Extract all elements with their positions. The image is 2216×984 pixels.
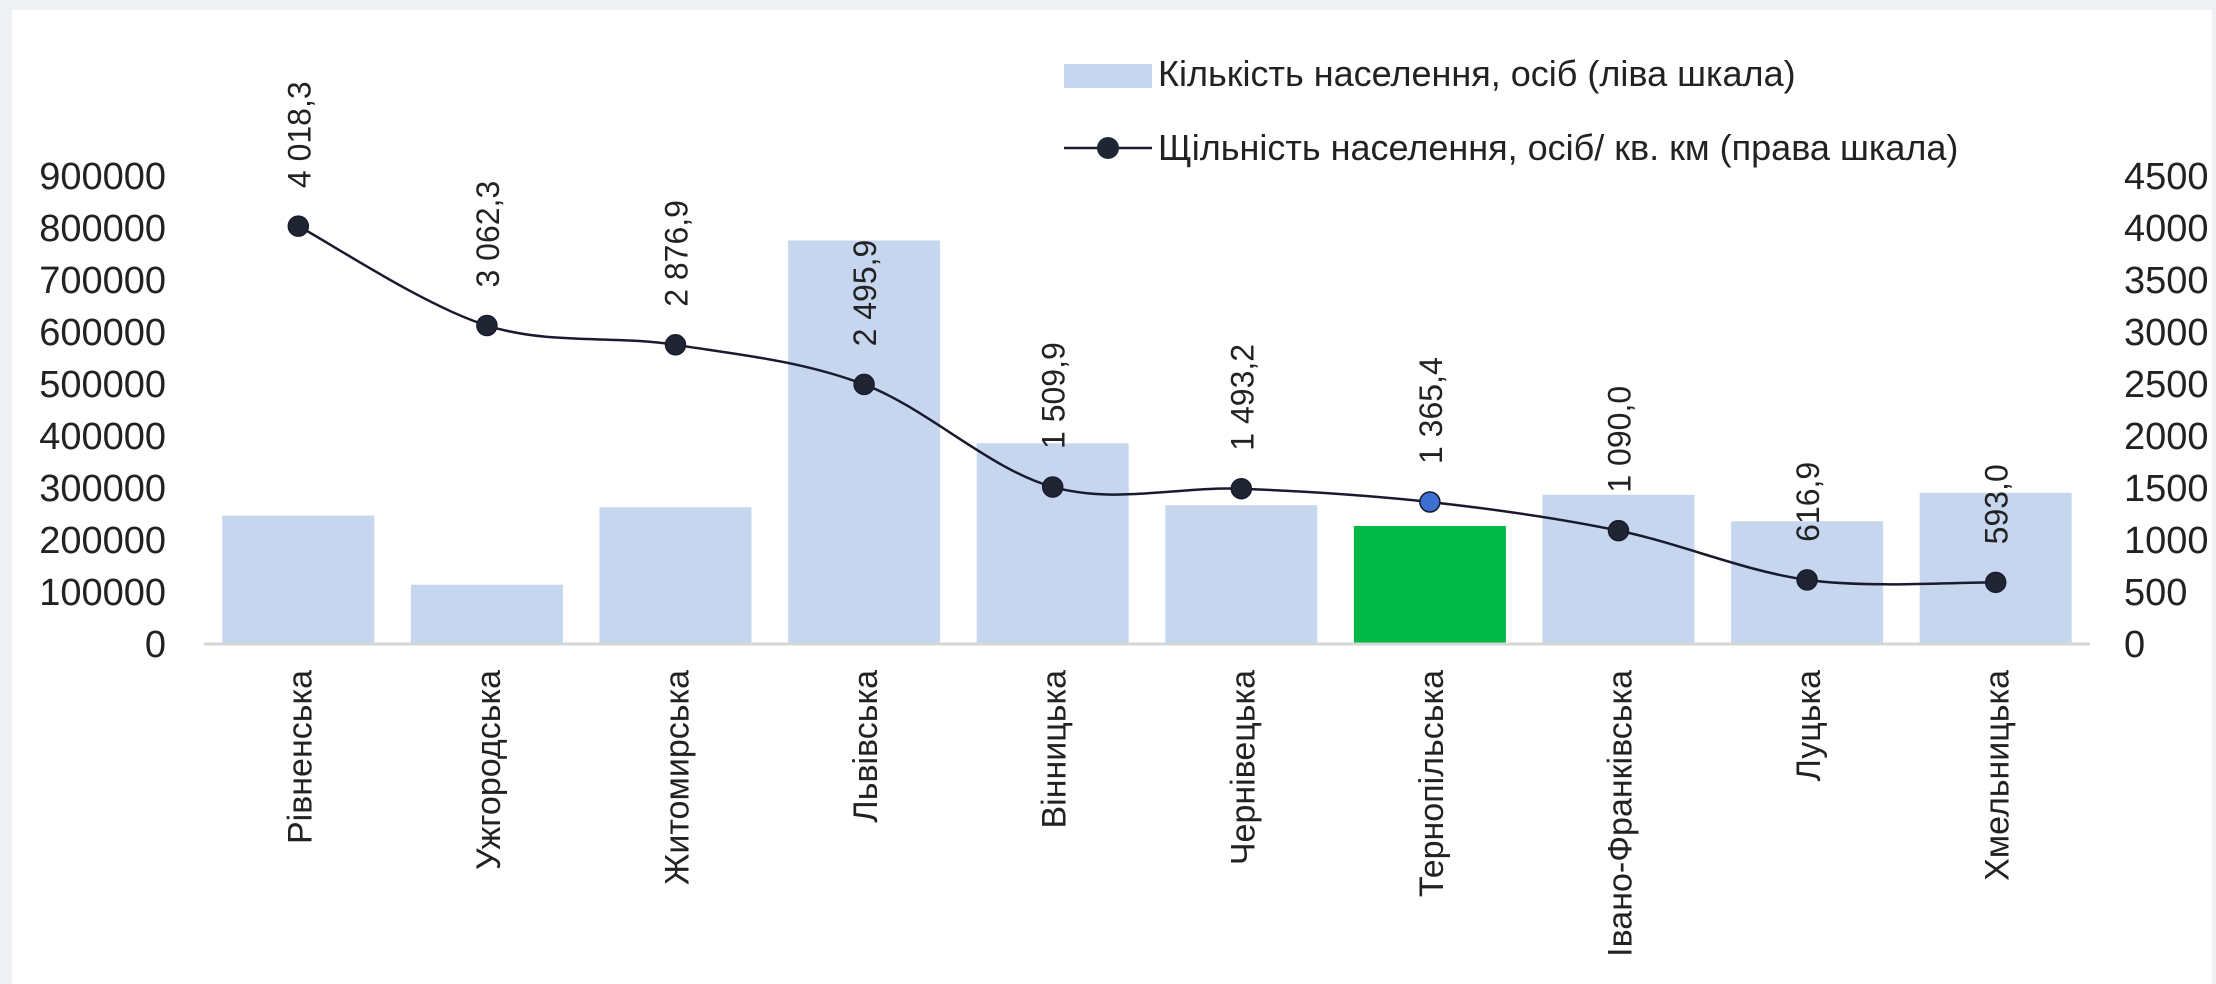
density-marker-10 xyxy=(1984,571,2007,594)
density-marker-3 xyxy=(664,334,687,356)
right-tick-label: 1500 xyxy=(2124,468,2209,510)
density-marker-5 xyxy=(1041,476,1064,498)
bar-7 xyxy=(1353,525,1506,644)
bar-10 xyxy=(1919,492,2072,644)
density-marker-9 xyxy=(1796,569,1818,591)
density-marker-2 xyxy=(476,314,498,337)
left-tick-label: 500000 xyxy=(39,364,166,406)
density-data-label: 1 365,4 xyxy=(1413,357,1449,464)
legend-swatch-population xyxy=(1064,64,1152,88)
right-axis: 0 500 1000 1500 2000 2500 3000 3500 4000 4500 xyxy=(2124,156,2209,666)
density-markers xyxy=(287,215,2007,594)
density-marker-4 xyxy=(853,373,875,396)
density-data-labels: 4 018,3 3 062,3 2 876,9 2 495,9 1 509,9 1 493… xyxy=(281,81,2014,544)
chart-panel: 0 100000 200000 300000 400000 500000 600000 700… xyxy=(12,10,2212,984)
bar-1 xyxy=(222,515,375,644)
right-tick-label: 0 xyxy=(2124,624,2145,666)
legend-label-population: Кількість населення, осіб (ліва шкала) xyxy=(1158,53,1796,94)
density-data-label: 1 509,9 xyxy=(1036,342,1072,449)
category-label: Хмельницька xyxy=(1979,670,2017,881)
right-tick-label: 3000 xyxy=(2124,312,2209,354)
left-axis: 0 100000 200000 300000 400000 500000 600000 700… xyxy=(39,156,166,666)
left-tick-label: 100000 xyxy=(39,572,166,614)
density-data-label: 1 493,2 xyxy=(1224,344,1260,451)
bar-2 xyxy=(410,584,563,644)
bar-8 xyxy=(1542,494,1695,644)
density-data-label: 593,0 xyxy=(1979,464,2015,544)
left-tick-label: 900000 xyxy=(39,156,166,198)
bar-4 xyxy=(788,240,941,645)
category-label: Рівненська xyxy=(281,670,319,844)
left-tick-label: 0 xyxy=(145,624,166,666)
density-data-label: 616,9 xyxy=(1790,462,1826,542)
right-tick-label: 3500 xyxy=(2124,260,2209,302)
category-label: Вінницька xyxy=(1036,670,1074,829)
bar-3 xyxy=(599,507,752,644)
category-label: Луцька xyxy=(1790,670,1828,782)
legend-label-density: Щільність населення, осіб/ кв. км (права… xyxy=(1158,127,1958,168)
density-marker-7 xyxy=(1419,491,1441,513)
left-tick-label: 300000 xyxy=(39,468,166,510)
right-tick-label: 500 xyxy=(2124,572,2187,614)
right-tick-label: 2000 xyxy=(2124,416,2209,458)
density-marker-1 xyxy=(287,215,310,237)
category-label: Ужгородська xyxy=(470,670,508,870)
category-label: Чернівецька xyxy=(1224,670,1262,865)
legend-swatch-density-marker xyxy=(1097,137,1119,159)
right-tick-label: 4500 xyxy=(2124,156,2209,198)
legend: Кількість населення, осіб (ліва шкала) Щ… xyxy=(1064,53,1958,168)
left-tick-label: 400000 xyxy=(39,416,166,458)
category-label: Житомирська xyxy=(659,670,697,885)
right-tick-label: 4000 xyxy=(2124,208,2209,250)
density-data-label: 2 876,9 xyxy=(659,200,695,307)
density-data-label: 2 495,9 xyxy=(847,240,883,347)
left-tick-label: 200000 xyxy=(39,520,166,562)
category-label: Тернопільська xyxy=(1413,670,1451,897)
density-marker-8 xyxy=(1607,519,1630,542)
category-label: Івано-Франківська xyxy=(1602,670,1640,957)
right-tick-label: 2500 xyxy=(2124,364,2209,406)
bar-5 xyxy=(976,443,1129,644)
density-marker-6 xyxy=(1230,477,1253,500)
population-chart: 0 100000 200000 300000 400000 500000 600000 700… xyxy=(39,53,2209,957)
density-data-label: 1 090,0 xyxy=(1602,386,1638,493)
left-tick-label: 800000 xyxy=(39,208,166,250)
density-data-label: 3 062,3 xyxy=(470,181,506,288)
x-axis-labels: Рівненська Ужгородська Житомирська Львівськ… xyxy=(281,670,2016,957)
category-label: Львівська xyxy=(847,670,885,823)
left-tick-label: 600000 xyxy=(39,312,166,354)
density-data-label: 4 018,3 xyxy=(281,81,317,188)
right-tick-label: 1000 xyxy=(2124,520,2209,562)
bar-6 xyxy=(1165,505,1318,644)
left-tick-label: 700000 xyxy=(39,260,166,302)
bars-layer xyxy=(222,240,2072,645)
density-series-line xyxy=(297,224,1996,586)
